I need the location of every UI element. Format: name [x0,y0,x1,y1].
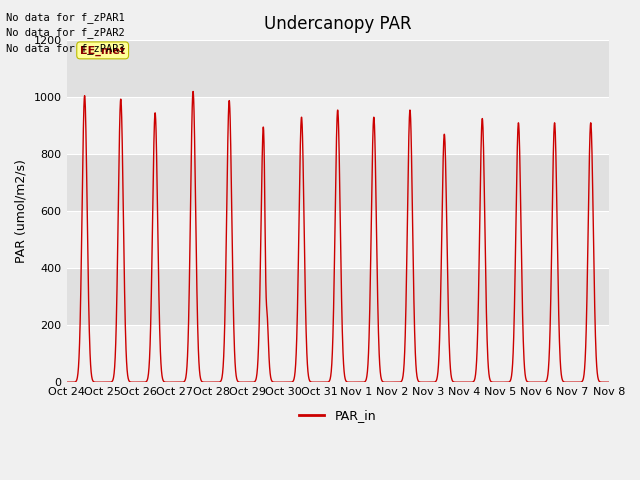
Text: EE_met: EE_met [80,45,125,56]
Bar [67,154,609,211]
Bar [67,268,609,325]
Bar [67,97,609,154]
Text: No data for f_zPAR1: No data for f_zPAR1 [6,12,125,23]
Text: No data for f_zPAR2: No data for f_zPAR2 [6,27,125,38]
Bar [67,211,609,268]
Text: No data for f_zPAR3: No data for f_zPAR3 [6,43,125,54]
Title: Undercanopy PAR: Undercanopy PAR [264,15,412,33]
Y-axis label: PAR (umol/m2/s): PAR (umol/m2/s) [15,159,28,263]
Legend: PAR_in: PAR_in [294,404,381,427]
Bar [67,40,609,97]
Bar [67,325,609,382]
